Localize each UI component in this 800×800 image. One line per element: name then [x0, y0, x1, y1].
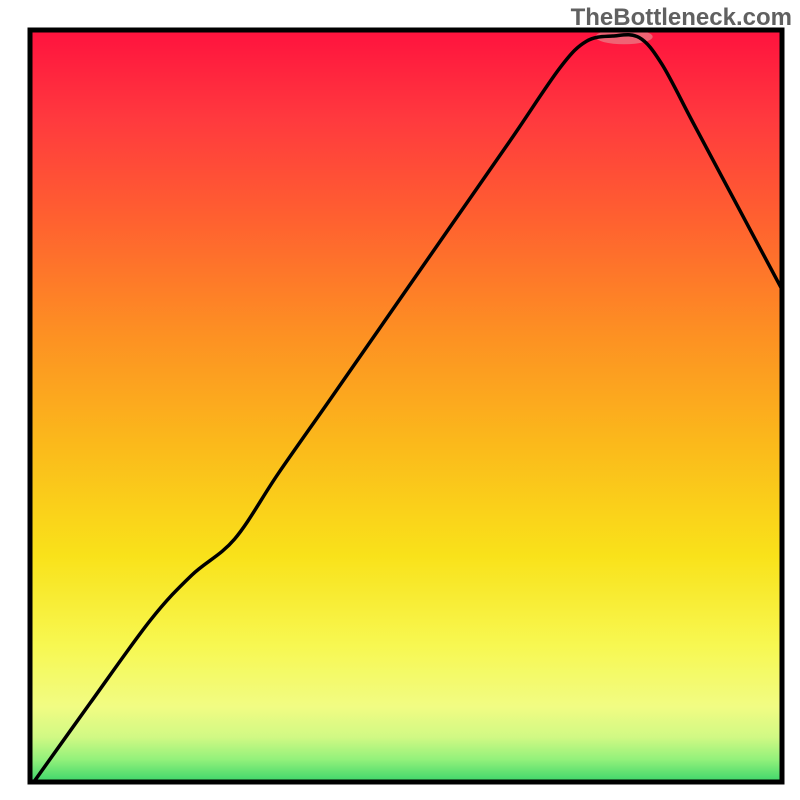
gradient-background	[30, 30, 782, 782]
bottleneck-chart	[0, 0, 800, 800]
watermark-label: TheBottleneck.com	[571, 4, 792, 32]
chart-container: TheBottleneck.com	[0, 0, 800, 800]
